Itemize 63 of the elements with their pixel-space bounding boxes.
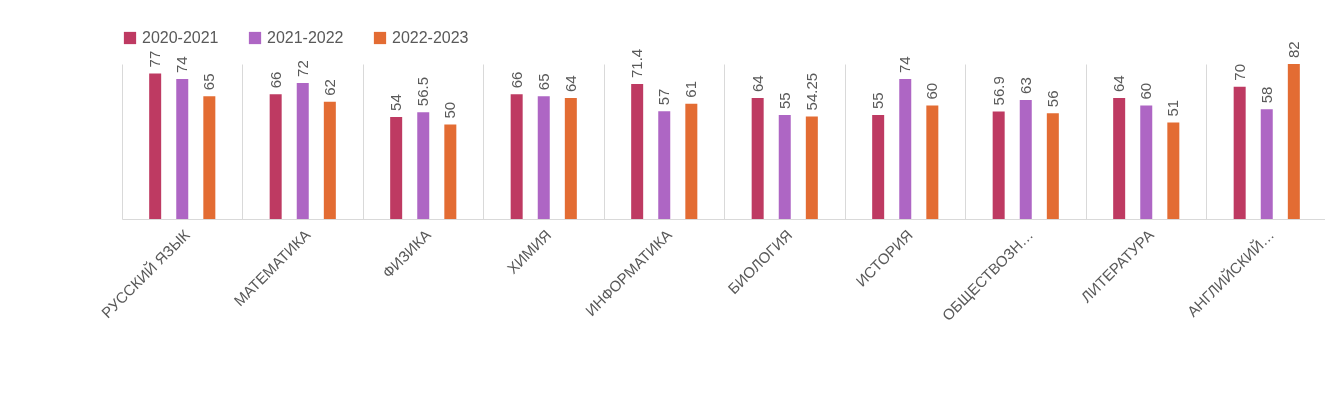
data-label: 77 [146, 50, 164, 68]
bar [778, 115, 791, 219]
bar [992, 111, 1005, 219]
data-label: 55 [775, 92, 793, 110]
bar [872, 115, 885, 219]
data-label: 62 [320, 79, 338, 96]
bar [1167, 122, 1180, 219]
legend-label: 2021-2022 [267, 29, 344, 46]
data-label: 63 [1016, 77, 1034, 94]
data-label: 65 [200, 73, 218, 91]
bar [1287, 64, 1300, 219]
bar [444, 124, 457, 219]
bar [537, 96, 550, 219]
bar [658, 111, 671, 219]
bar [296, 82, 309, 219]
data-label: 54 [387, 94, 405, 111]
data-label: 66 [507, 71, 525, 89]
bar [390, 116, 403, 219]
bar [564, 98, 577, 219]
data-label: 66 [266, 71, 284, 89]
bar [1233, 86, 1246, 219]
data-label: 64 [561, 75, 579, 93]
bar [323, 101, 336, 219]
data-label: 50 [441, 101, 459, 119]
data-label: 65 [534, 73, 552, 91]
bar [510, 94, 523, 219]
data-label: 82 [1284, 41, 1302, 58]
data-label: 57 [655, 88, 673, 106]
bar [631, 84, 644, 219]
bar [1140, 105, 1153, 219]
bar [149, 73, 162, 219]
bar [1046, 113, 1059, 219]
bar [751, 98, 764, 219]
data-label: 60 [923, 82, 941, 100]
data-label: 71.4 [628, 48, 646, 79]
bar [176, 79, 189, 219]
bar [1260, 109, 1273, 219]
bar [805, 116, 818, 219]
data-label: 74 [896, 56, 914, 74]
data-label: 64 [1110, 75, 1128, 93]
legend-label: 2020-2021 [142, 29, 219, 46]
bar [685, 103, 698, 219]
data-label: 54.25 [802, 72, 820, 111]
legend-label: 2022-2023 [392, 29, 469, 46]
data-label: 56.9 [989, 76, 1007, 106]
data-label: 51 [1164, 99, 1182, 117]
data-label: 60 [1137, 82, 1155, 100]
data-label: 70 [1230, 64, 1248, 81]
bar [269, 94, 282, 219]
data-label: 58 [1257, 86, 1275, 104]
bar [926, 105, 939, 219]
data-label: 74 [173, 56, 191, 74]
data-label: 56 [1043, 90, 1061, 108]
bar [417, 112, 430, 219]
bar [203, 96, 216, 219]
bar [899, 79, 912, 219]
data-label: 72 [293, 60, 311, 77]
bar [1019, 99, 1032, 219]
data-label: 56.5 [414, 77, 432, 107]
data-label: 64 [748, 75, 766, 93]
data-label: 55 [869, 92, 887, 110]
bar [1113, 98, 1126, 219]
data-label: 61 [682, 81, 700, 98]
